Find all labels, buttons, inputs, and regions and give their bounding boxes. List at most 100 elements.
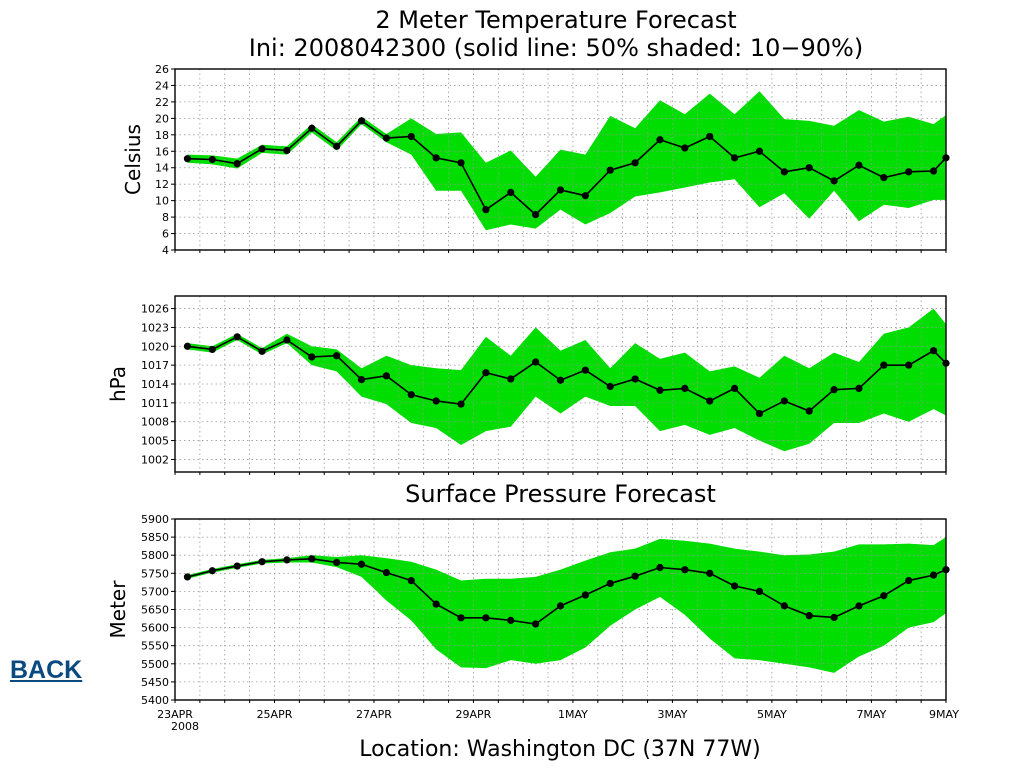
median-point (233, 333, 241, 341)
y-tick-label: 5600 (141, 622, 169, 635)
panel-title: Surface Pressure Forecast (405, 480, 716, 508)
median-point (706, 132, 714, 141)
median-point (507, 616, 515, 624)
y-tick-label: 4 (162, 244, 169, 257)
median-point (631, 375, 639, 383)
median-point (532, 358, 540, 366)
median-point (830, 386, 838, 394)
median-point (208, 345, 216, 354)
median-point (556, 376, 565, 384)
median-point (755, 409, 764, 418)
x-tick-label: 29APR (456, 708, 492, 721)
median-point (382, 134, 391, 142)
median-point (681, 384, 689, 392)
median-point (905, 576, 913, 585)
y-tick-label: 1008 (141, 416, 169, 429)
y-tick-label: 1005 (141, 435, 169, 448)
median-line (187, 335, 947, 415)
median-point (805, 612, 813, 620)
chart-panel-2: Surface Pressure Forecast 1002 1005 1008 101… (106, 295, 950, 508)
median-point (308, 353, 316, 361)
percentile-band (187, 91, 946, 231)
median-point (929, 571, 938, 579)
y-tick-label: 5750 (141, 567, 169, 580)
median-point (656, 136, 664, 144)
y-tick-label: 5650 (141, 604, 169, 617)
y-tick-label: 26 (155, 63, 169, 76)
y-axis-label: Celsius (121, 124, 145, 195)
median-point (929, 167, 938, 175)
median-point (805, 164, 813, 172)
median-point (581, 366, 589, 374)
median-point (631, 572, 639, 580)
y-tick-label: 1002 (141, 453, 169, 466)
median-point (880, 361, 888, 369)
median-point (183, 155, 192, 163)
median-point (283, 146, 291, 155)
median-point (482, 206, 490, 214)
median-point (556, 186, 565, 194)
median-point (258, 347, 266, 355)
location-label: Location: Washington DC (37N 77W) (359, 737, 760, 762)
y-tick-label: 5400 (141, 694, 169, 707)
median-point (681, 566, 689, 574)
y-tick-label: 6 (162, 228, 169, 241)
median-line (187, 119, 947, 216)
y-tick-label: 16 (155, 145, 169, 158)
chart-panel-1: 4 6 8 10 12 14 16 18 20 22 24 26 Celsius (121, 63, 950, 257)
median-point (706, 569, 714, 577)
median-point (208, 155, 216, 164)
median-point (258, 145, 266, 153)
median-point (780, 397, 788, 405)
median-point (333, 142, 341, 150)
median-point (730, 582, 739, 590)
median-point (855, 384, 863, 392)
y-tick-label: 24 (155, 79, 169, 92)
median-point (805, 407, 813, 415)
median-point (233, 160, 241, 168)
percentile-band (187, 537, 946, 673)
median-point (855, 602, 863, 610)
median-point (482, 369, 490, 377)
median-point (606, 382, 614, 391)
y-tick-label: 5500 (141, 658, 169, 671)
median-point (357, 117, 366, 125)
median-point (258, 558, 266, 566)
median-point (283, 556, 291, 564)
median-point (905, 168, 913, 176)
x-tick-label: 23APR (157, 708, 193, 721)
median-point (382, 568, 391, 577)
median-point (830, 613, 838, 622)
median-point (183, 573, 192, 581)
y-tick-label: 1014 (141, 378, 169, 391)
x-axis-year-label: 2008 (171, 720, 199, 733)
x-tick-label: 25APR (257, 708, 293, 721)
y-tick-label: 1017 (141, 359, 169, 372)
median-line (187, 558, 947, 625)
median-point (482, 614, 490, 622)
median-point (357, 376, 366, 384)
median-point (407, 132, 415, 141)
median-point (656, 563, 664, 572)
figure-title-line2: Ini: 2008042300 (solid line: 50% shaded:… (249, 34, 863, 62)
median-point (507, 188, 515, 197)
chart-panel-3: 5400 5450 5500 5550 5600 5650 5700 5750 5800 5850… (106, 513, 959, 721)
y-tick-label: 5450 (141, 676, 169, 689)
x-tick-label: 5MAY (757, 708, 787, 721)
x-tick-label: 9MAY (929, 708, 959, 721)
y-tick-label: 5700 (141, 585, 169, 598)
back-link[interactable]: BACK (10, 656, 83, 684)
median-point (333, 352, 341, 360)
median-point (755, 147, 764, 155)
median-point (407, 391, 415, 399)
y-tick-label: 5800 (141, 549, 169, 562)
median-point (457, 614, 465, 622)
y-tick-label: 10 (155, 195, 169, 208)
median-point (457, 159, 465, 167)
median-point (656, 386, 664, 394)
median-point (706, 397, 714, 405)
median-point (780, 602, 788, 610)
median-point (233, 562, 241, 570)
y-tick-label: 5850 (141, 531, 169, 544)
